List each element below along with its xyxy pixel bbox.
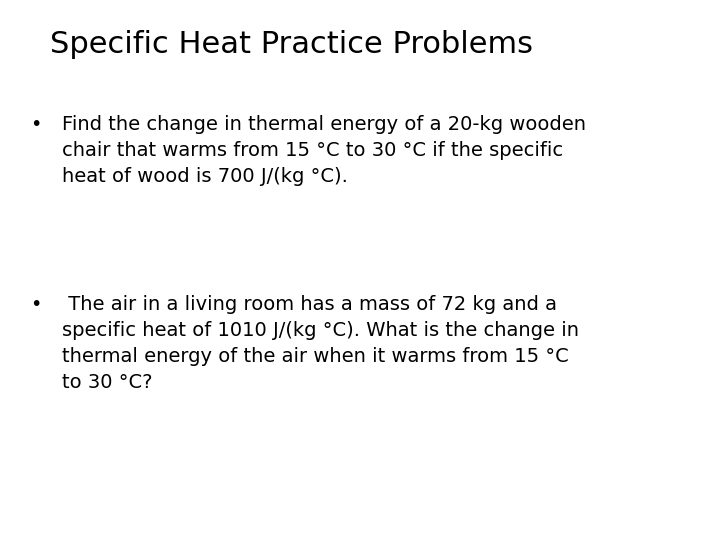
- Text: heat of wood is 700 J/(kg °C).: heat of wood is 700 J/(kg °C).: [62, 167, 348, 186]
- Text: thermal energy of the air when it warms from 15 °C: thermal energy of the air when it warms …: [62, 347, 569, 366]
- Text: •: •: [30, 295, 41, 314]
- Text: Find the change in thermal energy of a 20-kg wooden: Find the change in thermal energy of a 2…: [62, 115, 586, 134]
- Text: The air in a living room has a mass of 72 kg and a: The air in a living room has a mass of 7…: [62, 295, 557, 314]
- Text: chair that warms from 15 °C to 30 °C if the specific: chair that warms from 15 °C to 30 °C if …: [62, 141, 563, 160]
- Text: specific heat of 1010 J/(kg °C). What is the change in: specific heat of 1010 J/(kg °C). What is…: [62, 321, 579, 340]
- Text: Specific Heat Practice Problems: Specific Heat Practice Problems: [50, 30, 533, 59]
- Text: •: •: [30, 115, 41, 134]
- Text: to 30 °C?: to 30 °C?: [62, 373, 153, 392]
